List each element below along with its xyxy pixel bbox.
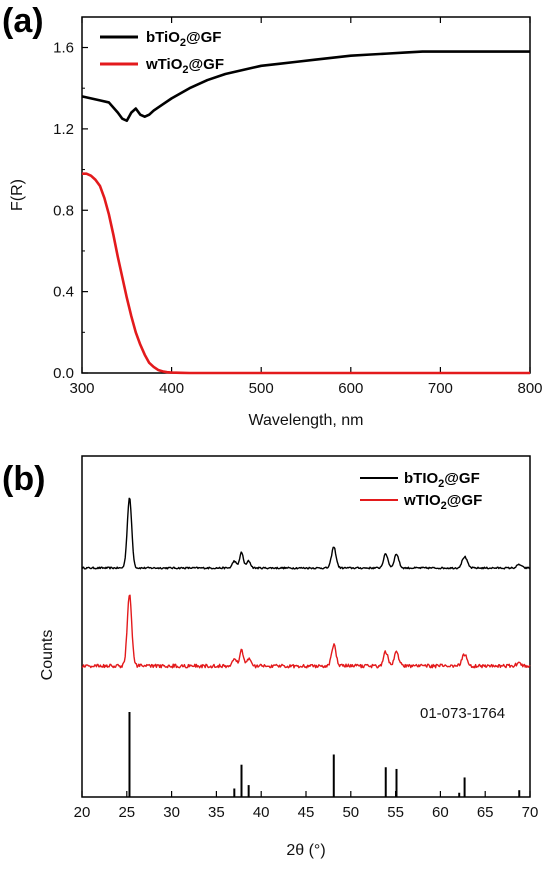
b-x-tick-label: 40: [253, 804, 270, 821]
panel-b-reference-sticks: [128, 712, 521, 797]
panel-a-ticks: 300 400 500 600 700 800 0.0 0.4 0.8 1.2 1.6: [53, 17, 543, 397]
b-x-tick-label: 55: [387, 804, 404, 821]
legend-label-btio2-xrd: bTIO2@GF: [404, 470, 480, 490]
b-x-tick-label: 50: [342, 804, 359, 821]
panel-a-legend: bTiO2@GF wTiO2@GF: [100, 29, 224, 76]
b-x-tick-label: 30: [163, 804, 180, 821]
a-series-line-1: [82, 172, 530, 375]
panel-b-legend: bTIO2@GF wTIO2@GF: [360, 470, 482, 512]
b-x-tick-label: 60: [432, 804, 449, 821]
panel-a-label: (a): [2, 2, 44, 40]
a-series-line-0: [81, 50, 530, 123]
panel-b-x-axis-title: 2θ (°): [286, 842, 325, 859]
legend-label-wtio2: wTiO2@GF: [145, 56, 224, 76]
b-x-tick-label: 35: [208, 804, 225, 821]
a-y-tick-label: 0.8: [53, 202, 74, 219]
panel-a: (a) 300 400 500 600 700 800 0.0 0.4 0.8 1.2 1.6 Wa…: [2, 2, 543, 429]
b-x-tick-label: 45: [298, 804, 315, 821]
a-x-tick-label: 800: [517, 380, 542, 397]
a-x-tick-label: 300: [69, 380, 94, 397]
legend-label-wtio2-xrd: wTIO2@GF: [403, 492, 482, 512]
a-x-tick-label: 500: [249, 380, 274, 397]
panel-b-series: [81, 497, 531, 669]
b-series-line-1: [81, 594, 531, 669]
a-x-tick-label: 600: [338, 380, 363, 397]
panel-b-label: (b): [2, 460, 45, 498]
a-y-tick-label: 1.2: [53, 121, 74, 138]
reference-card-label: 01-073-1764: [420, 705, 505, 722]
panel-a-series: [81, 50, 530, 375]
b-x-tick-label: 65: [477, 804, 494, 821]
panel-b-y-axis-title: Counts: [39, 630, 56, 681]
b-series-line-0: [81, 497, 531, 570]
panel-a-y-axis-title: F(R): [9, 179, 26, 211]
legend-label-btio2: bTiO2@GF: [146, 29, 221, 49]
a-y-tick-label: 1.6: [53, 40, 74, 57]
panel-b-ticks: 20 25 30 35 40 45 50 55 60 65 70: [74, 791, 539, 821]
a-x-tick-label: 400: [159, 380, 184, 397]
a-y-tick-label: 0.0: [53, 365, 74, 382]
panel-a-x-axis-title: Wavelength, nm: [248, 412, 363, 429]
b-x-tick-label: 70: [522, 804, 539, 821]
panel-b: (b) 20 25 30 35 40 45 50 55 60 65 70 2θ (°) Counts…: [2, 455, 539, 859]
b-x-tick-label: 20: [74, 804, 91, 821]
b-x-tick-label: 25: [118, 804, 135, 821]
a-x-tick-label: 700: [428, 380, 453, 397]
a-y-tick-label: 0.4: [53, 284, 74, 301]
